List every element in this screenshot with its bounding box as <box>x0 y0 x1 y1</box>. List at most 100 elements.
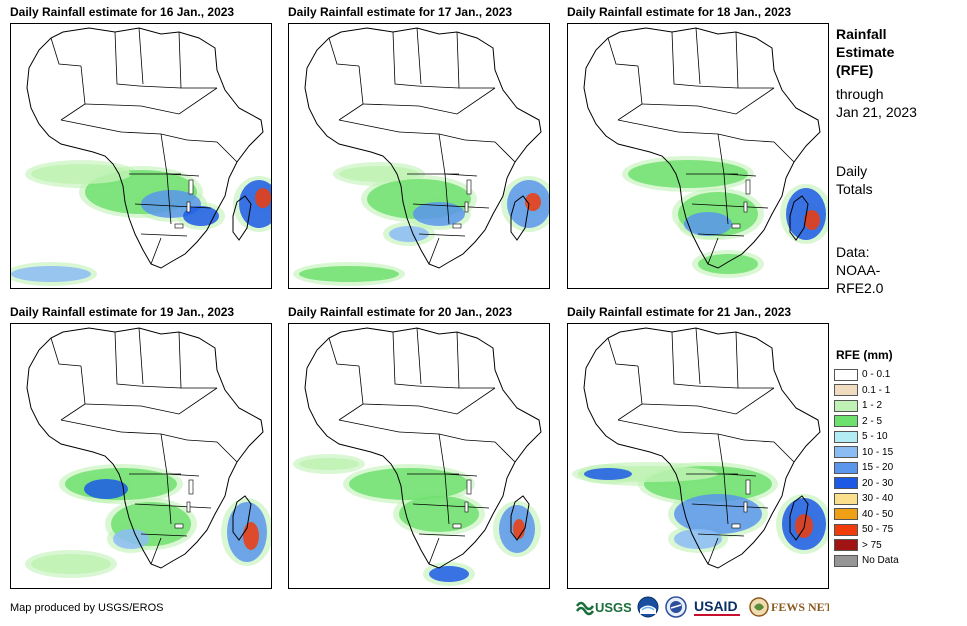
madagascar-outline <box>232 495 252 541</box>
side-date: Jan 21, 2023 <box>836 104 917 120</box>
country-border <box>362 387 496 415</box>
legend-swatch <box>834 368 858 381</box>
side-daily: Daily <box>836 163 868 179</box>
country-border <box>392 331 418 387</box>
rainfall-map <box>288 23 550 289</box>
credit-text: Map produced by USGS/EROS <box>10 602 164 614</box>
legend-swatch <box>834 508 858 521</box>
lake <box>745 479 751 495</box>
legend-item: 30 - 40 <box>834 491 899 507</box>
legend-item: 10 - 15 <box>834 445 899 461</box>
continent-outline <box>26 27 264 269</box>
panel-title: Daily Rainfall estimate for 18 Jan., 202… <box>567 5 792 19</box>
side-title-line1: Rainfall <box>836 26 887 42</box>
fewsnet-logo-text: FEWS NET <box>771 600 829 614</box>
madagascar-outline <box>510 195 530 241</box>
country-border <box>84 387 218 415</box>
country-border <box>444 173 450 225</box>
country-border <box>695 385 739 389</box>
country-border <box>398 131 466 141</box>
map-svg <box>25 327 271 578</box>
country-border <box>607 37 639 67</box>
country-border <box>723 173 729 225</box>
country-border <box>362 87 496 115</box>
map-svg <box>11 27 271 286</box>
country-border <box>641 387 775 415</box>
rain-area <box>674 494 762 534</box>
country-border <box>138 327 144 385</box>
panel-title: Daily Rainfall estimate for 20 Jan., 202… <box>288 305 513 319</box>
country-border <box>691 503 769 509</box>
map-svg <box>293 327 542 586</box>
rain-area <box>698 254 758 274</box>
rain-area <box>339 166 419 182</box>
rain-area <box>399 496 479 532</box>
map-panel: Daily Rainfall estimate for 20 Jan., 202… <box>288 305 550 589</box>
country-border <box>138 385 182 389</box>
legend-title: RFE (mm) <box>836 348 893 362</box>
country-border <box>695 27 701 85</box>
country-border <box>677 431 745 441</box>
legend-swatch <box>834 446 858 459</box>
lake <box>452 523 462 529</box>
side-through: through <box>836 86 884 102</box>
lake <box>466 179 472 195</box>
legend-label: No Data <box>862 555 899 567</box>
country-border <box>607 337 639 367</box>
rain-area <box>84 479 128 499</box>
rainfall-map <box>567 23 829 289</box>
map-panel: Daily Rainfall estimate for 17 Jan., 202… <box>288 5 550 289</box>
legend-label: 0.1 - 1 <box>862 384 891 396</box>
country-border <box>114 31 140 87</box>
country-border <box>418 233 466 237</box>
country-border <box>134 503 212 509</box>
rain-area <box>349 468 469 500</box>
lake <box>186 501 191 513</box>
usaid-logo-icon: USAID <box>694 598 740 616</box>
country-border <box>743 139 795 163</box>
legend-label: 2 - 5 <box>862 415 883 427</box>
legend-swatch <box>834 554 858 567</box>
country-border <box>444 473 450 525</box>
country-border <box>456 31 495 89</box>
legend-item: 0.1 - 1 <box>834 383 899 399</box>
country-border <box>707 237 719 265</box>
side-data-source2: RFE2.0 <box>836 280 884 296</box>
country-border <box>412 203 490 209</box>
legend-item: No Data <box>834 553 899 569</box>
country-border <box>50 37 82 67</box>
legend-swatch <box>834 492 858 505</box>
country-border <box>428 537 440 565</box>
rain-area <box>255 188 271 208</box>
country-border <box>114 331 140 387</box>
rain-area <box>299 266 399 282</box>
continent-outline <box>583 27 821 269</box>
rainfall-map <box>567 323 829 589</box>
rain-area <box>804 210 820 230</box>
legend-swatch <box>834 384 858 397</box>
country-border <box>140 533 188 537</box>
legend-label: 15 - 20 <box>862 462 894 474</box>
legend-item: 5 - 10 <box>834 429 899 445</box>
side-data-source1: NOAA- <box>836 262 881 278</box>
legend-item: 0 - 0.1 <box>834 367 899 383</box>
lake <box>174 523 184 529</box>
country-border <box>328 37 360 67</box>
country-border <box>412 503 490 509</box>
country-border <box>617 65 643 121</box>
usaid-logo-text: USAID <box>694 598 738 614</box>
rain-area <box>31 164 131 184</box>
rainfall-map <box>288 323 550 589</box>
country-border <box>464 439 516 463</box>
side-title-line3: (RFE) <box>836 62 874 78</box>
noaa-logo-icon <box>637 596 659 618</box>
lake <box>464 501 469 513</box>
country-border <box>671 31 697 87</box>
usgs-logo-icon: USGS <box>575 600 631 616</box>
legend-item: > 75 <box>834 538 899 554</box>
panel-title: Daily Rainfall estimate for 17 Jan., 202… <box>288 5 513 19</box>
country-border <box>134 203 212 209</box>
country-border <box>641 87 775 115</box>
country-border <box>735 31 774 89</box>
lake <box>464 201 469 213</box>
